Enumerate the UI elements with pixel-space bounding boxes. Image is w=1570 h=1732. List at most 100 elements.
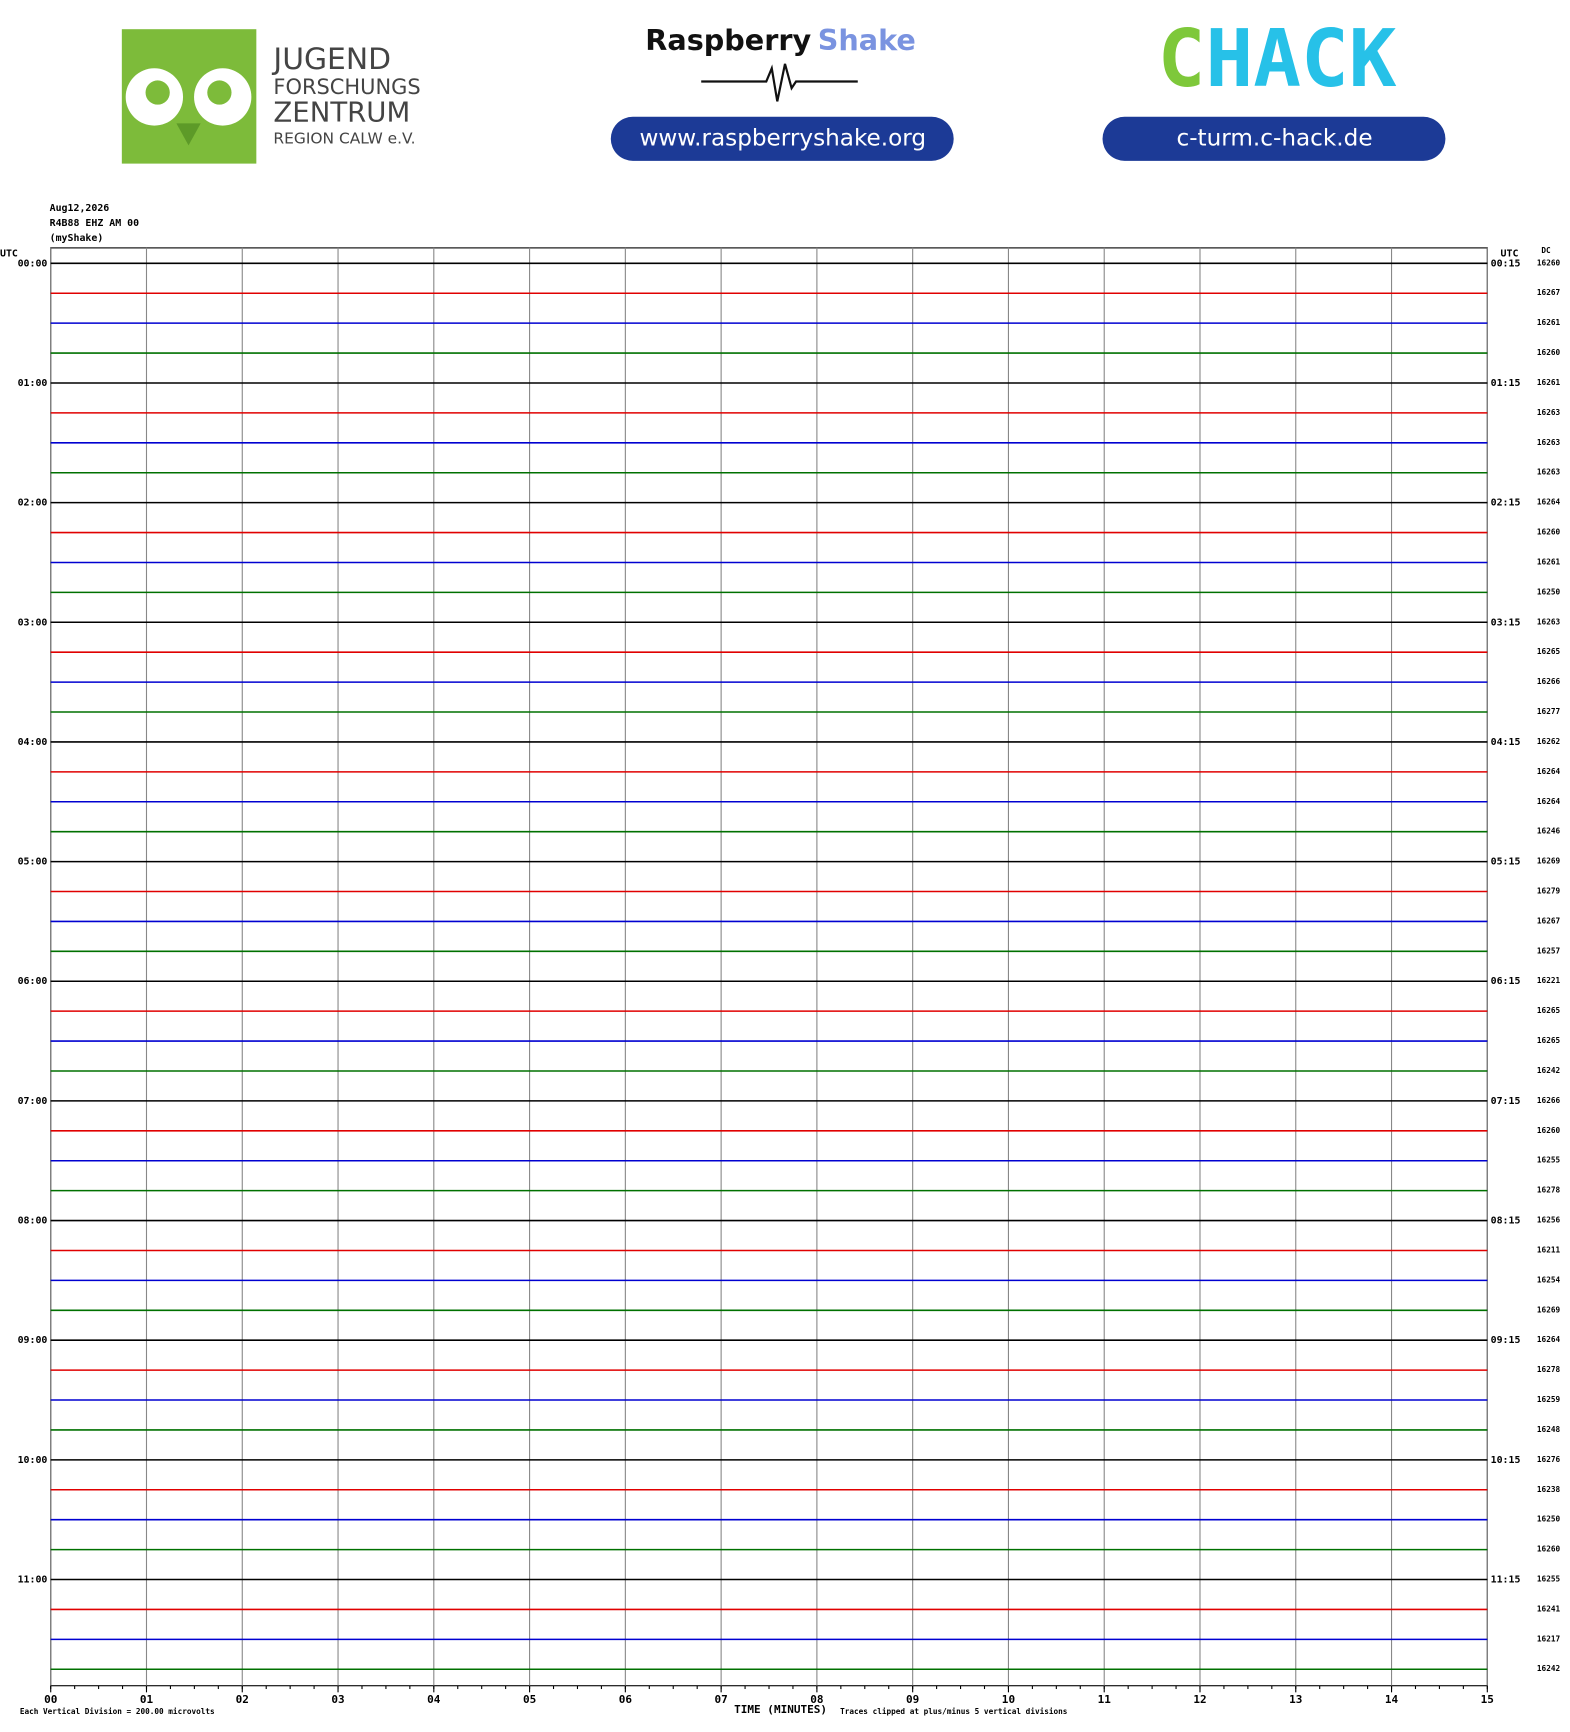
dc-value: 16248 <box>1537 1425 1561 1434</box>
time-label-right: 01:15 <box>1491 378 1521 389</box>
dc-value: 16255 <box>1537 1156 1561 1165</box>
dc-value: 16277 <box>1537 707 1561 716</box>
dc-value: 16254 <box>1537 1275 1561 1284</box>
time-label-left: 09:00 <box>18 1335 48 1346</box>
dc-value: 16260 <box>1537 528 1561 537</box>
chack-url[interactable]: c-turm.c-hack.de <box>1176 125 1372 151</box>
jfz-text: ZENTRUM <box>273 96 410 128</box>
time-label-left: 02:00 <box>18 498 48 509</box>
x-tick-label: 08 <box>810 1693 823 1706</box>
x-axis-label: TIME (MINUTES) <box>734 1703 827 1716</box>
time-label-left: 06:00 <box>18 976 48 987</box>
jfz-text: JUGEND <box>271 42 391 77</box>
rs-title: Raspberry Shake <box>645 23 916 57</box>
time-label-right: 09:15 <box>1491 1335 1521 1346</box>
rs-main: Raspberry <box>645 23 811 57</box>
dc-value: 16269 <box>1537 857 1561 866</box>
time-label-left: 05:00 <box>18 857 48 868</box>
dc-value: 16266 <box>1537 1096 1561 1105</box>
rs-logo: Raspberry Shake www.raspberryshake.org <box>610 23 954 161</box>
dc-value: 16278 <box>1537 1365 1561 1374</box>
info-text: Aug12,2026 <box>50 203 110 214</box>
chack-logo: CHACK c-turm.c-hack.de <box>1102 12 1446 161</box>
dc-value: 16263 <box>1537 408 1561 417</box>
time-label-left: 04:00 <box>18 737 48 748</box>
dc-value: 16217 <box>1537 1634 1561 1643</box>
info-text: (myShake) <box>50 233 104 244</box>
time-label-right: 06:15 <box>1491 976 1521 987</box>
x-tick-label: 01 <box>140 1693 154 1706</box>
jfz-logo: JUGEND FORSCHUNGS ZENTRUM REGION CALW e.… <box>118 25 421 167</box>
rs-accent: Shake <box>818 23 916 57</box>
x-tick-label: 11 <box>1098 1693 1112 1706</box>
dc-value: 16265 <box>1537 1036 1561 1045</box>
x-tick-label: 13 <box>1289 1693 1302 1706</box>
dc-value: 16260 <box>1537 1545 1561 1554</box>
x-tick-label: 15 <box>1481 1693 1494 1706</box>
time-label-right: 00:15 <box>1491 258 1521 269</box>
x-tick-label: 03 <box>331 1693 344 1706</box>
chack-c: C <box>1158 12 1206 105</box>
time-label-left: 10:00 <box>18 1455 48 1466</box>
time-label-left: 00:00 <box>18 258 48 269</box>
dc-value: 16276 <box>1537 1455 1561 1464</box>
jfz-text: REGION CALW e.V. <box>273 129 415 147</box>
utc-right: UTC <box>1501 248 1519 259</box>
dc-value: 16238 <box>1537 1485 1561 1494</box>
x-tick-label: 10 <box>1002 1693 1015 1706</box>
utc-left: UTC <box>0 248 18 259</box>
dc-value: 16267 <box>1537 288 1561 297</box>
dc-value: 16269 <box>1537 1305 1561 1314</box>
dc-value: 16262 <box>1537 737 1560 746</box>
dc-value: 16264 <box>1537 767 1561 776</box>
dc-value: 16261 <box>1537 318 1561 327</box>
footer-right: Traces clipped at plus/minus 5 vertical … <box>840 1707 1068 1716</box>
dc-value: 16265 <box>1537 1006 1561 1015</box>
time-label-right: 08:15 <box>1491 1216 1521 1227</box>
x-tick-label: 06 <box>619 1693 633 1706</box>
x-tick-label: 00 <box>44 1693 57 1706</box>
time-label-left: 08:00 <box>18 1216 48 1227</box>
x-tick-label: 02 <box>236 1693 249 1706</box>
dc-value: 16264 <box>1537 797 1561 806</box>
dc-value: 16261 <box>1537 378 1561 387</box>
dc-value: 16279 <box>1537 887 1561 896</box>
dc-value: 16260 <box>1537 1126 1561 1135</box>
x-tick-label: 12 <box>1193 1693 1206 1706</box>
dc-value: 16250 <box>1537 587 1561 596</box>
x-tick-label: 04 <box>427 1693 441 1706</box>
time-label-right: 07:15 <box>1491 1096 1521 1107</box>
dc-value: 16221 <box>1537 976 1561 985</box>
time-label-right: 10:15 <box>1491 1455 1521 1466</box>
x-tick-label: 09 <box>906 1693 919 1706</box>
time-label-right: 03:15 <box>1491 617 1521 628</box>
dc-value: 16241 <box>1537 1604 1561 1613</box>
dc-header: DC <box>1541 246 1551 255</box>
dc-value: 16211 <box>1537 1245 1561 1254</box>
dc-value: 16266 <box>1537 677 1561 686</box>
plot-frame <box>50 247 1488 1687</box>
info-text: R4B88 EHZ AM 00 <box>50 218 140 229</box>
dc-value: 16260 <box>1537 348 1561 357</box>
time-label-right: 11:15 <box>1491 1575 1521 1586</box>
time-label-right: 04:15 <box>1491 737 1521 748</box>
dc-value: 16246 <box>1537 827 1561 836</box>
time-label-left: 03:00 <box>18 617 48 628</box>
dc-value: 16242 <box>1537 1664 1560 1673</box>
x-tick-label: 14 <box>1385 1693 1399 1706</box>
time-label-right: 02:15 <box>1491 498 1521 509</box>
dc-value: 16259 <box>1537 1395 1561 1404</box>
dc-value: 16255 <box>1537 1575 1561 1584</box>
jfz-text: FORSCHUNGS <box>273 75 420 99</box>
dc-value: 16261 <box>1537 557 1561 566</box>
dc-value: 16267 <box>1537 916 1561 925</box>
dc-value: 16278 <box>1537 1186 1561 1195</box>
dc-value: 16265 <box>1537 647 1561 656</box>
chack-rest: HACK <box>1205 12 1396 105</box>
time-label-right: 05:15 <box>1491 857 1521 868</box>
dc-value: 16260 <box>1537 258 1561 267</box>
dc-value: 16250 <box>1537 1515 1561 1524</box>
rs-url[interactable]: www.raspberryshake.org <box>639 125 926 151</box>
dc-value: 16263 <box>1537 438 1561 447</box>
